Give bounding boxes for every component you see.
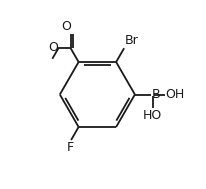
Text: OH: OH [165, 88, 184, 101]
Text: O: O [61, 20, 71, 33]
Text: O: O [48, 41, 58, 54]
Text: Br: Br [125, 34, 139, 47]
Text: HO: HO [143, 109, 162, 122]
Text: B: B [151, 88, 160, 101]
Text: F: F [67, 141, 74, 154]
